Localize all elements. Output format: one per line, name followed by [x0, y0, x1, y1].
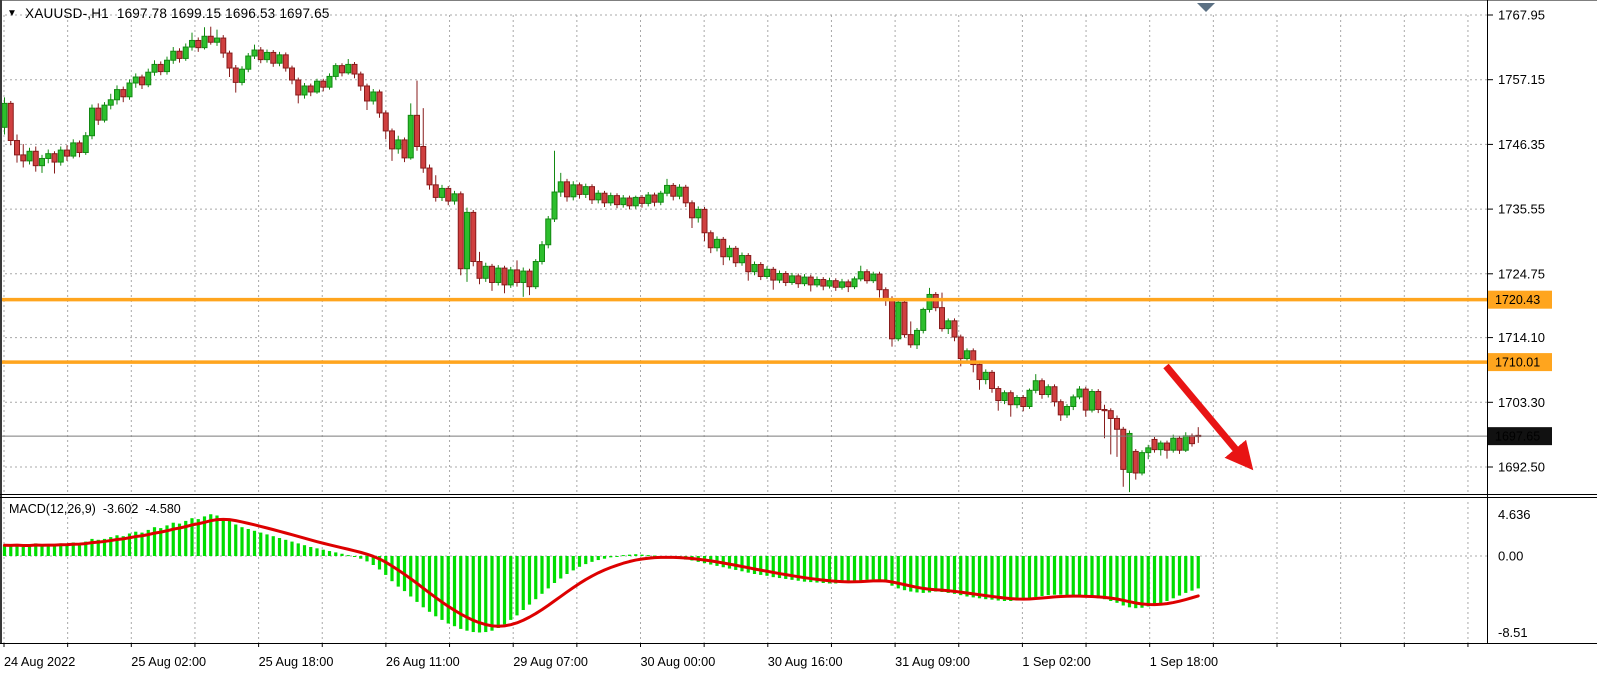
time-axis-label: 30 Aug 00:00	[641, 655, 716, 669]
macd-signal-value: -4.580	[145, 502, 181, 516]
price-axis-label: 1724.75	[1498, 266, 1545, 281]
price-axis-label: 1767.95	[1498, 8, 1545, 23]
level-price-tag	[1488, 353, 1552, 372]
level-price-tag-label: 1710.01	[1495, 356, 1540, 370]
price-axis-label: 1703.30	[1498, 395, 1545, 410]
time-axis-label: 25 Aug 02:00	[131, 655, 206, 669]
time-axis-label: 1 Sep 18:00	[1150, 655, 1218, 669]
time-axis-label: 30 Aug 16:00	[768, 655, 843, 669]
trend-arrow[interactable]	[1163, 363, 1254, 471]
macd-name: MACD(12,26,9)	[9, 502, 96, 516]
level-price-tag-label: 1720.43	[1495, 293, 1540, 307]
price-axis-label: 1735.55	[1498, 202, 1545, 217]
price-axis-label: 1746.35	[1498, 137, 1545, 152]
current-price-tag	[1488, 427, 1552, 446]
time-axis-label: 29 Aug 07:00	[513, 655, 588, 669]
macd-histogram	[2, 514, 1200, 633]
chart-ohlc-values: 1697.78 1699.15 1696.53 1697.65	[116, 6, 330, 21]
level-price-tag	[1488, 290, 1552, 309]
chart-symbol-period: XAUUSD-,H1	[25, 6, 109, 21]
macd-axis-label: 0.00	[1498, 549, 1523, 564]
macd-indicator-label: MACD(12,26,9) -3.602 -4.580	[9, 502, 181, 516]
time-axis-label: 31 Aug 09:00	[895, 655, 970, 669]
price-axis-label: 1692.50	[1498, 460, 1545, 475]
time-axis-label: 1 Sep 02:00	[1022, 655, 1090, 669]
macd-signal-line	[3, 517, 1200, 628]
time-axis-label: 25 Aug 18:00	[259, 655, 334, 669]
candlesticks	[1, 26, 1202, 493]
symbol-dropdown-icon[interactable]: ▼	[7, 7, 18, 19]
chart-overlays	[0, 3, 1487, 471]
macd-axis-label: 4.636	[1498, 507, 1531, 522]
current-price-tag-label: 1697.65	[1495, 430, 1540, 444]
time-axis-label: 24 Aug 2022	[4, 655, 75, 669]
macd-main-value: -3.602	[102, 502, 139, 516]
time-axis-label: 26 Aug 11:00	[386, 655, 460, 669]
price-axis-label: 1757.15	[1498, 72, 1545, 87]
chart-shift-marker[interactable]	[1197, 3, 1215, 12]
price-axis-label: 1714.10	[1498, 330, 1545, 345]
chart-title: ▼ XAUUSD-,H1 1697.78 1699.15 1696.53 169…	[7, 6, 330, 21]
macd-axis-label: -8.51	[1498, 625, 1528, 640]
